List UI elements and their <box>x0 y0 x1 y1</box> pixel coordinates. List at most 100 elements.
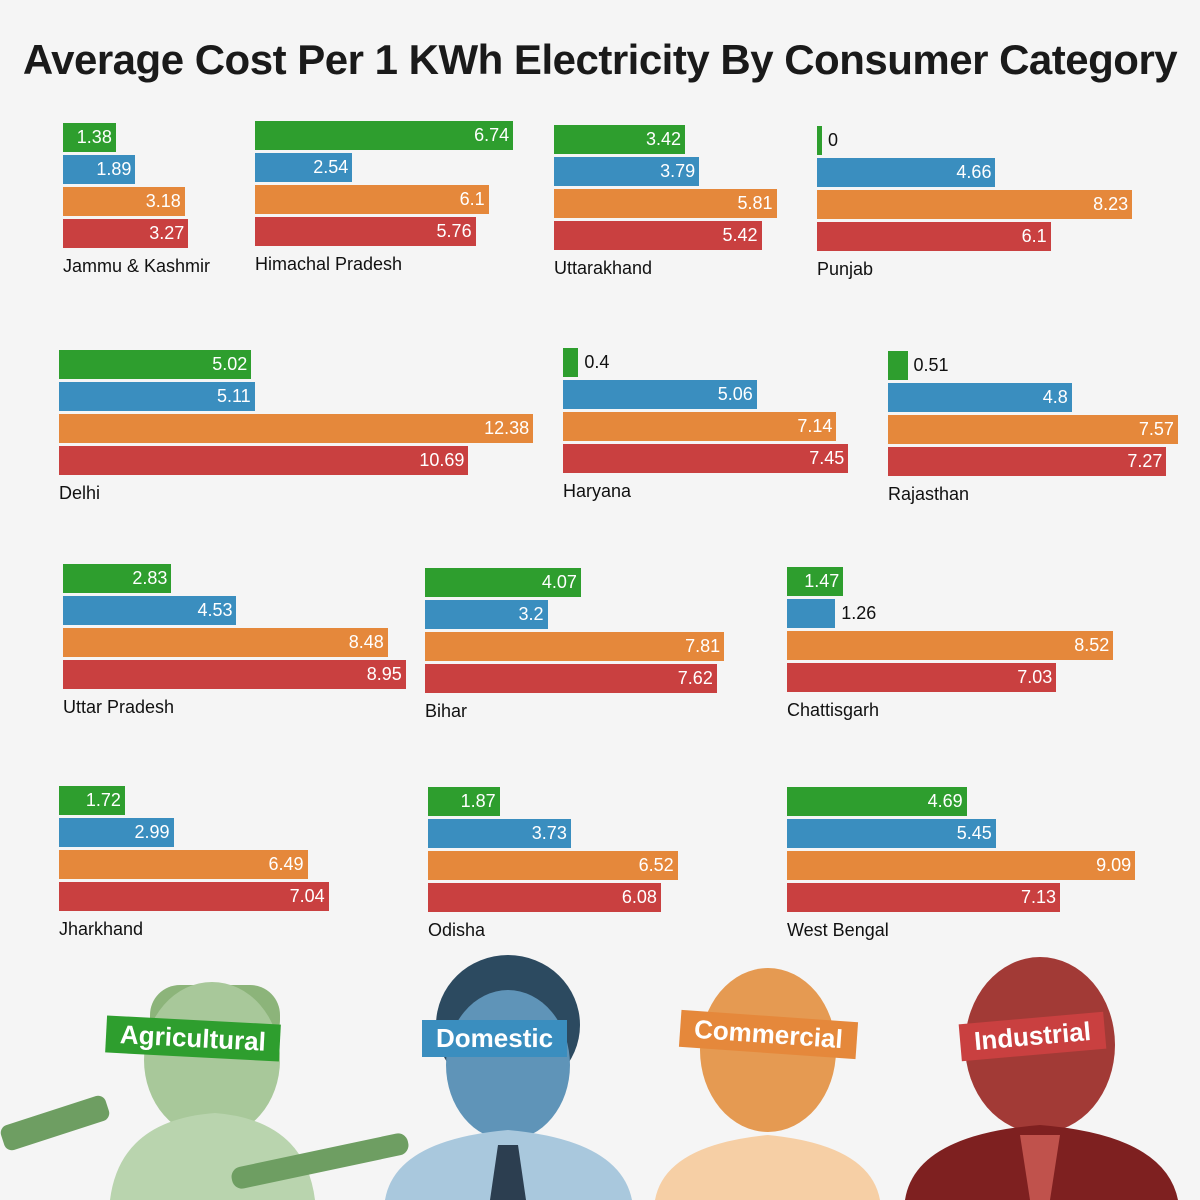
bar-commercial-odisha <box>428 851 678 880</box>
state-label-uttarakhand: Uttarakhand <box>554 258 653 278</box>
bar-domestic-chattisgarh <box>787 599 836 628</box>
bar-industrial-bihar <box>425 664 717 693</box>
bar-industrial-chattisgarh <box>787 663 1057 692</box>
bar-agri-punjab <box>817 126 822 155</box>
bar-value-industrial-jammu-and-kashmir: 3.27 <box>149 223 185 243</box>
bar-commercial-himachal-pradesh <box>255 185 489 214</box>
bar-commercial-chattisgarh <box>787 631 1114 660</box>
bar-value-agri-chattisgarh: 1.47 <box>804 571 840 591</box>
bar-value-agri-uttar-pradesh: 2.83 <box>132 568 168 588</box>
bar-domestic-west-bengal <box>787 819 996 848</box>
state-label-haryana: Haryana <box>563 481 632 501</box>
bar-agri-himachal-pradesh <box>255 121 514 150</box>
state-label-delhi: Delhi <box>59 483 101 503</box>
state-label-west-bengal: West Bengal <box>787 920 889 940</box>
bar-commercial-uttar-pradesh <box>63 628 388 657</box>
bar-value-commercial-delhi: 12.38 <box>484 418 530 438</box>
bar-industrial-jammu-and-kashmir <box>63 219 189 248</box>
bar-industrial-himachal-pradesh <box>255 217 476 246</box>
state-label-rajasthan: Rajasthan <box>888 484 970 504</box>
bar-agri-rajasthan <box>888 351 908 380</box>
state-label-punjab: Punjab <box>817 259 874 279</box>
bar-industrial-uttarakhand <box>554 221 762 250</box>
bar-value-industrial-punjab: 6.1 <box>1021 226 1047 246</box>
bar-value-agri-uttarakhand: 3.42 <box>645 129 681 149</box>
bar-value-industrial-bihar: 7.62 <box>677 668 713 688</box>
bar-commercial-bihar <box>425 632 725 661</box>
bar-industrial-west-bengal <box>787 883 1061 912</box>
bar-industrial-uttar-pradesh <box>63 660 406 689</box>
bar-value-domestic-odisha: 3.73 <box>531 823 567 843</box>
bar-value-industrial-himachal-pradesh: 5.76 <box>436 221 472 241</box>
bar-value-commercial-bihar: 7.81 <box>685 636 721 656</box>
bar-domestic-himachal-pradesh <box>255 153 353 182</box>
bar-value-agri-odisha: 1.87 <box>460 791 496 811</box>
state-label-himachal-pradesh: Himachal Pradesh <box>255 254 403 274</box>
bar-agri-uttar-pradesh <box>63 564 172 593</box>
bar-domestic-bihar <box>425 600 548 629</box>
bar-value-industrial-haryana: 7.45 <box>809 448 845 468</box>
domestic-label: Domestic <box>422 1020 568 1057</box>
bar-commercial-delhi <box>59 414 534 443</box>
bar-value-domestic-delhi: 5.11 <box>217 386 251 406</box>
bar-domestic-uttar-pradesh <box>63 596 237 625</box>
bar-domestic-delhi <box>59 382 255 411</box>
bar-agri-uttarakhand <box>554 125 685 154</box>
bar-value-industrial-west-bengal: 7.13 <box>1021 887 1057 907</box>
bar-value-agri-punjab: 0 <box>828 130 839 150</box>
bar-value-industrial-uttarakhand: 5.42 <box>722 225 758 245</box>
bar-value-domestic-chattisgarh: 1.26 <box>841 603 877 623</box>
bar-agri-west-bengal <box>787 787 967 816</box>
bar-agri-bihar <box>425 568 581 597</box>
bar-commercial-uttarakhand <box>554 189 777 218</box>
bar-value-industrial-odisha: 6.08 <box>621 887 657 907</box>
bar-value-domestic-rajasthan: 4.8 <box>1042 387 1068 407</box>
bar-commercial-jammu-and-kashmir <box>63 187 185 216</box>
state-label-odisha: Odisha <box>428 920 486 940</box>
bar-agri-chattisgarh <box>787 567 844 596</box>
bar-industrial-punjab <box>817 222 1051 251</box>
bar-value-commercial-jharkhand: 6.49 <box>268 854 304 874</box>
bar-agri-jharkhand <box>59 786 125 815</box>
bar-agri-haryana <box>563 348 579 377</box>
bar-value-commercial-odisha: 6.52 <box>638 855 674 875</box>
bar-value-agri-rajasthan: 0.51 <box>913 355 949 375</box>
bar-agri-odisha <box>428 787 500 816</box>
bar-value-domestic-west-bengal: 5.45 <box>956 823 992 843</box>
state-label-uttar-pradesh: Uttar Pradesh <box>63 697 175 717</box>
bar-industrial-rajasthan <box>888 447 1167 476</box>
bar-agri-delhi <box>59 350 252 379</box>
bar-value-agri-jammu-and-kashmir: 1.38 <box>76 127 112 147</box>
bar-value-agri-west-bengal: 4.69 <box>927 791 963 811</box>
bar-value-industrial-rajasthan: 7.27 <box>1127 451 1163 471</box>
bar-value-industrial-delhi: 10.69 <box>419 450 465 470</box>
state-label-jammu-and-kashmir: Jammu & Kashmir <box>63 256 211 276</box>
bar-domestic-rajasthan <box>888 383 1072 412</box>
bar-value-domestic-haryana: 5.06 <box>717 384 753 404</box>
bar-commercial-punjab <box>817 190 1133 219</box>
bar-agri-jammu-and-kashmir <box>63 123 116 152</box>
bar-value-domestic-jharkhand: 2.99 <box>134 822 170 842</box>
bar-value-industrial-jharkhand: 7.04 <box>289 886 325 906</box>
bar-commercial-west-bengal <box>787 851 1136 880</box>
commercial-figure <box>655 968 880 1200</box>
bar-value-commercial-west-bengal: 9.09 <box>1096 855 1132 875</box>
bar-value-agri-haryana: 0.4 <box>584 352 610 372</box>
bar-value-commercial-uttar-pradesh: 8.48 <box>348 632 384 652</box>
page-title: Average Cost Per 1 KWh Electricity By Co… <box>22 36 1178 83</box>
bar-industrial-odisha <box>428 883 661 912</box>
bar-value-commercial-haryana: 7.14 <box>797 416 833 436</box>
bar-value-domestic-uttarakhand: 3.79 <box>660 161 696 181</box>
bar-value-commercial-uttarakhand: 5.81 <box>737 193 773 213</box>
bar-commercial-rajasthan <box>888 415 1178 444</box>
bar-value-industrial-chattisgarh: 7.03 <box>1017 667 1053 687</box>
bar-value-domestic-himachal-pradesh: 2.54 <box>313 157 349 177</box>
bar-value-commercial-jammu-and-kashmir: 3.18 <box>145 191 181 211</box>
bar-value-agri-bihar: 4.07 <box>541 572 577 592</box>
industrial-figure <box>905 957 1178 1200</box>
bar-value-agri-delhi: 5.02 <box>212 354 248 374</box>
consumer-illustrations <box>0 955 1178 1200</box>
bar-industrial-delhi <box>59 446 469 475</box>
state-label-chattisgarh: Chattisgarh <box>787 700 880 720</box>
bar-domestic-punjab <box>817 158 996 187</box>
